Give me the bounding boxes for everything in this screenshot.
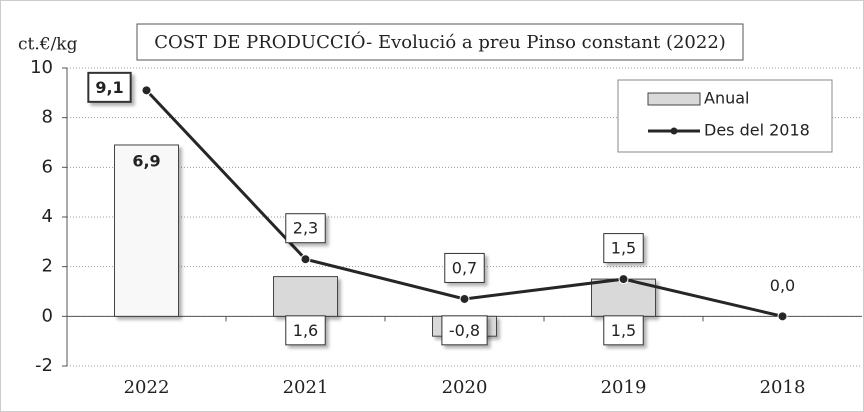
bar-value-label: 1,6 [293,321,318,340]
line-marker [777,311,788,322]
y-tick-label: 0 [42,305,53,326]
bar-value-label-box [285,315,326,346]
legend-label: Anual [704,89,749,108]
bar [114,144,179,317]
y-tick-label: 6 [42,156,53,177]
line-value-label: 9,1 [95,78,123,97]
line-value-label: 0,0 [770,276,795,295]
bar [273,276,338,317]
line-value-label-box [87,71,132,103]
x-tick-label: 2019 [601,377,647,398]
y-tick-label: 4 [42,206,53,227]
legend-swatch [647,92,701,106]
y-tick-label: 2 [42,256,53,277]
y-tick-label: 10 [30,57,53,78]
bar-value-label-box [603,315,644,346]
x-tick-label: 2021 [283,377,329,398]
bar-value-label: -0,8 [449,321,480,340]
x-tick-label: 2020 [442,377,488,398]
line-marker [459,293,470,304]
bar-value-label-box [441,315,488,346]
line-marker [618,274,629,285]
y-tick-label: 8 [42,107,53,128]
line-value-label-box [285,213,326,244]
line-value-label: 2,3 [293,219,318,238]
y-tick-label: -2 [35,355,53,376]
x-tick-label: 2018 [760,377,806,398]
y-axis-label: ct.€/kg [18,35,78,55]
x-tick-label: 2022 [124,377,170,398]
legend-box [617,79,833,153]
line-value-label: 1,5 [611,239,636,258]
line-marker [300,254,311,265]
chart-title: COST DE PRODUCCIÓ- Evolució a preu Pinso… [154,30,726,53]
line-value-label: 0,7 [452,258,477,277]
bar-value-label: 1,5 [611,321,636,340]
title-box [136,23,744,61]
line-value-label-box [444,252,485,283]
line-value-label-box [603,233,644,264]
bar-value-label: 6,9 [132,151,160,170]
legend-marker [670,127,678,135]
line-marker [141,85,152,96]
legend-label: Des del 2018 [704,121,810,140]
